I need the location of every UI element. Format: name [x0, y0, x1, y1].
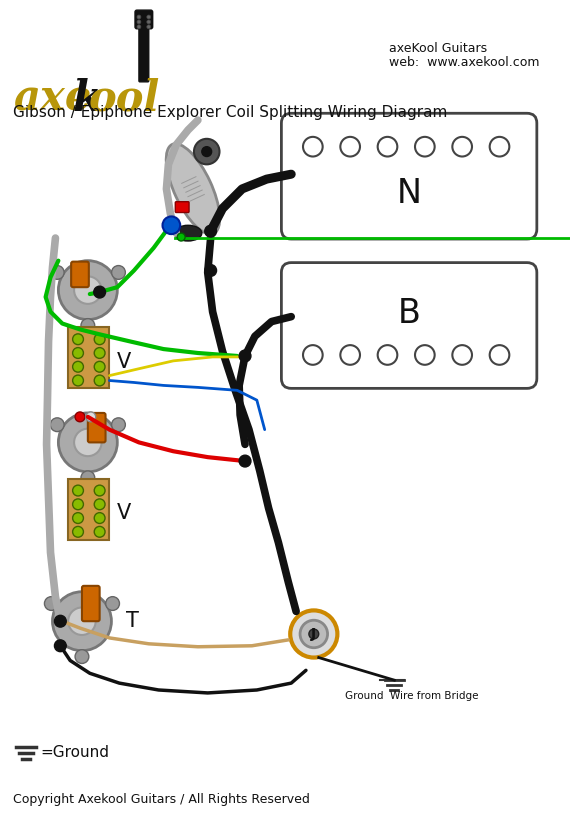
Circle shape [147, 25, 151, 29]
Circle shape [54, 615, 66, 627]
Circle shape [147, 15, 151, 19]
Text: =Ground: =Ground [41, 745, 109, 761]
Circle shape [75, 412, 85, 422]
Text: N: N [397, 178, 422, 210]
Circle shape [137, 20, 141, 24]
Circle shape [94, 286, 105, 298]
Circle shape [81, 319, 95, 332]
Circle shape [137, 25, 141, 29]
Circle shape [94, 348, 105, 358]
FancyBboxPatch shape [281, 113, 537, 239]
Circle shape [205, 225, 217, 237]
Circle shape [112, 418, 126, 432]
FancyBboxPatch shape [68, 327, 109, 389]
Text: axeKool Guitars: axeKool Guitars [390, 42, 488, 55]
Circle shape [72, 348, 83, 358]
Text: V: V [118, 503, 131, 524]
Circle shape [106, 596, 119, 610]
Circle shape [205, 264, 217, 276]
FancyBboxPatch shape [71, 262, 89, 287]
Circle shape [137, 15, 141, 19]
Circle shape [74, 429, 101, 456]
Circle shape [58, 261, 118, 320]
Circle shape [94, 362, 105, 372]
Circle shape [72, 513, 83, 524]
Circle shape [290, 610, 338, 658]
FancyBboxPatch shape [135, 10, 153, 29]
Text: web:  www.axekool.com: web: www.axekool.com [390, 56, 540, 70]
Circle shape [72, 362, 83, 372]
Circle shape [194, 139, 219, 164]
Circle shape [309, 629, 318, 639]
Circle shape [53, 591, 111, 650]
Circle shape [300, 620, 328, 648]
Circle shape [86, 412, 96, 422]
FancyBboxPatch shape [281, 263, 537, 389]
Circle shape [202, 146, 212, 156]
Circle shape [45, 596, 58, 610]
Circle shape [75, 649, 89, 663]
FancyBboxPatch shape [139, 26, 149, 82]
Circle shape [239, 350, 251, 362]
Text: V: V [118, 352, 131, 372]
Circle shape [163, 217, 180, 234]
Circle shape [94, 527, 105, 537]
Circle shape [50, 418, 64, 432]
Circle shape [50, 266, 64, 279]
Circle shape [58, 413, 118, 472]
Text: k: k [72, 78, 101, 120]
Text: T: T [126, 611, 139, 631]
Text: ool: ool [89, 78, 160, 120]
Circle shape [94, 499, 105, 510]
Circle shape [68, 608, 96, 635]
Circle shape [72, 499, 83, 510]
Circle shape [74, 276, 101, 303]
Circle shape [112, 266, 126, 279]
Text: Gibson / Epiphone Explorer Coil Splitting Wiring Diagram: Gibson / Epiphone Explorer Coil Splittin… [13, 106, 448, 120]
Circle shape [94, 334, 105, 344]
Circle shape [177, 233, 185, 241]
Circle shape [94, 375, 105, 386]
Text: Ground  Wire from Bridge: Ground Wire from Bridge [345, 691, 479, 701]
Circle shape [72, 485, 83, 496]
FancyBboxPatch shape [175, 202, 189, 213]
Circle shape [94, 513, 105, 524]
Text: J: J [312, 627, 316, 641]
FancyBboxPatch shape [88, 413, 105, 443]
Circle shape [54, 640, 66, 652]
Circle shape [72, 375, 83, 386]
Circle shape [94, 485, 105, 496]
Text: B: B [398, 297, 420, 330]
Circle shape [72, 334, 83, 344]
FancyBboxPatch shape [68, 479, 109, 540]
Text: axe: axe [13, 78, 91, 120]
Circle shape [72, 527, 83, 537]
Circle shape [81, 471, 95, 484]
Text: Copyright Axekool Guitars / All Rights Reserved: Copyright Axekool Guitars / All Rights R… [13, 793, 310, 807]
FancyBboxPatch shape [82, 586, 100, 621]
Ellipse shape [166, 144, 220, 234]
Circle shape [147, 20, 151, 24]
Circle shape [239, 455, 251, 467]
Ellipse shape [174, 225, 202, 241]
